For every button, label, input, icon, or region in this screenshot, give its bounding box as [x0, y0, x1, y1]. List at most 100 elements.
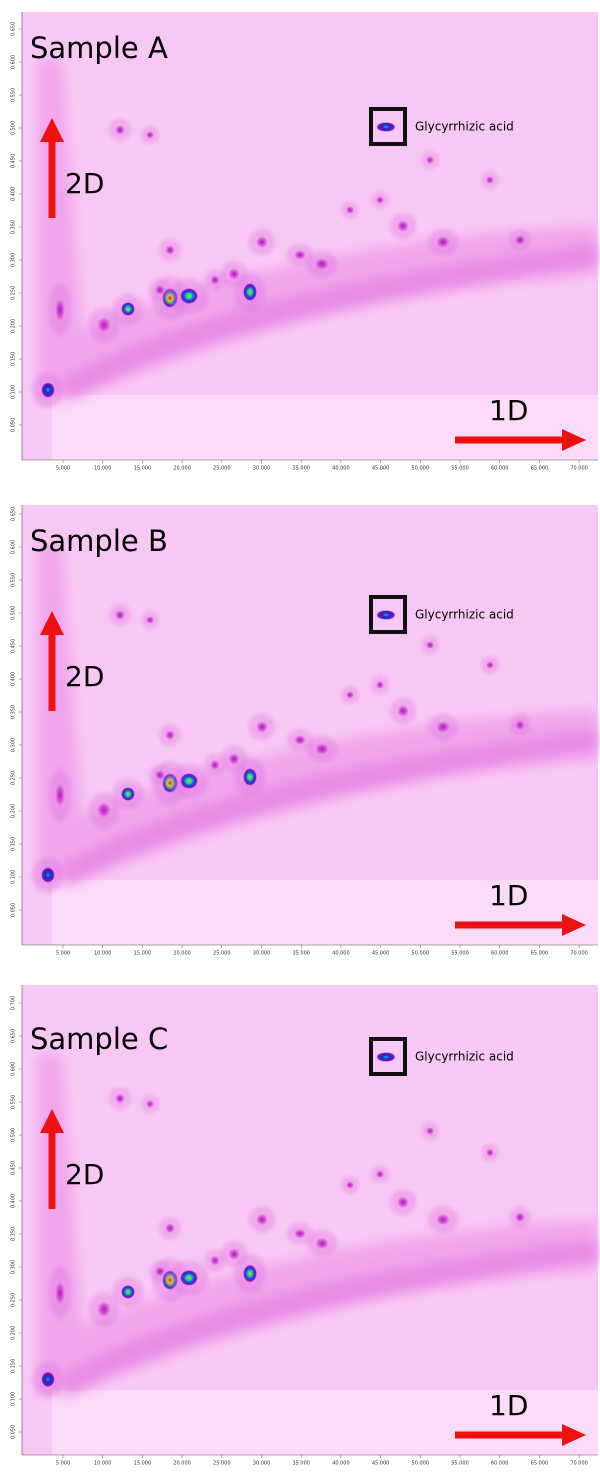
x-tick-label: 30.000	[253, 466, 271, 472]
y-tick-label: 0.500	[11, 121, 17, 135]
y-axis-label: 2D	[65, 167, 104, 200]
lower-strip	[52, 880, 598, 945]
peak	[436, 236, 450, 248]
x-tick-label: 65.000	[531, 1461, 549, 1467]
arrow-1d-head	[562, 429, 586, 451]
band-core	[62, 730, 598, 885]
peak	[97, 1301, 111, 1318]
peak	[165, 245, 175, 255]
peak	[210, 760, 220, 770]
y-tick-label: 0.100	[11, 870, 17, 884]
x-tick-label: 55.000	[451, 951, 469, 957]
x-tick-label: 15.000	[134, 466, 152, 472]
peak	[486, 176, 494, 184]
peak	[146, 616, 154, 624]
x-tick-label: 45.000	[372, 1461, 390, 1467]
y-tick-label: 0.400	[11, 672, 17, 686]
peak	[180, 288, 198, 304]
y-tick-label: 0.500	[11, 606, 17, 620]
y-tick-label: 0.150	[11, 1359, 17, 1373]
x-tick-label: 20.000	[173, 466, 191, 472]
peak	[41, 1371, 55, 1388]
x-tick-label: 50.000	[412, 466, 430, 472]
peak	[115, 610, 125, 620]
y-tick-label: 0.650	[11, 22, 17, 36]
y-tick-label: 0.250	[11, 1293, 17, 1307]
peak	[121, 787, 135, 801]
x-tick-label: 35.000	[292, 1461, 310, 1467]
x-tick-label: 5.000	[56, 951, 70, 957]
y-tick-label: 0.100	[11, 385, 17, 399]
y-tick-label: 0.050	[11, 1425, 17, 1439]
y-tick-label: 0.100	[11, 1392, 17, 1406]
elution-band	[37, 1055, 598, 1395]
x-tick-label: 15.000	[134, 951, 152, 957]
x-tick-label: 25.000	[213, 951, 231, 957]
panel: 0.050 0.100 0.150 0.200 0.250 0.300 0.350 0.400…	[11, 12, 598, 472]
target-peak	[376, 610, 396, 620]
x-tick-label: 40.000	[332, 951, 350, 957]
y-tick-label: 0.300	[11, 1260, 17, 1274]
highlight-box	[369, 595, 407, 634]
peak	[97, 317, 111, 333]
sample-title: Sample A	[30, 31, 168, 65]
peak	[315, 1237, 329, 1250]
y-tick-label: 0.300	[11, 253, 17, 267]
x-tick-label: 60.000	[491, 466, 509, 472]
peak	[155, 1266, 165, 1277]
peak	[180, 773, 198, 789]
panel: 0.050 0.100 0.150 0.200 0.250 0.300 0.350 0.400…	[11, 505, 598, 957]
peak	[426, 1127, 434, 1135]
y-tick-label: 0.050	[11, 903, 17, 917]
x-tick-label: 35.000	[292, 951, 310, 957]
x-tick-label: 5.000	[56, 466, 70, 472]
peak	[256, 1213, 268, 1226]
compound-annotation: Glycyrrhizic acid	[415, 608, 514, 622]
x-tick-label: 20.000	[173, 1461, 191, 1467]
panel: 0.050 0.100 0.150 0.200 0.250 0.300 0.350 0.400…	[11, 985, 598, 1467]
peak	[97, 802, 111, 818]
x-tick-label: 30.000	[253, 951, 271, 957]
arrow-1d-head	[562, 1424, 586, 1446]
peak	[426, 641, 434, 649]
y-tick-label: 0.450	[11, 154, 17, 168]
y-tick-label: 0.050	[11, 418, 17, 432]
x-tick-label: 10.000	[94, 466, 112, 472]
y-tick-label: 0.400	[11, 1194, 17, 1208]
y-tick-label: 0.550	[11, 88, 17, 102]
lower-strip	[52, 395, 598, 460]
x-tick-label: 70.000	[570, 466, 588, 472]
peak	[121, 302, 135, 316]
lower-strip	[52, 1390, 598, 1455]
peak	[256, 721, 268, 733]
x-tick-label: 55.000	[451, 466, 469, 472]
y-tick-label: 0.650	[11, 507, 17, 521]
x-axis-label: 1D	[489, 394, 528, 427]
y-tick-label: 0.500	[11, 1128, 17, 1142]
peak	[55, 783, 65, 807]
y-tick-label: 0.600	[11, 55, 17, 69]
y-tick-label: 0.550	[11, 1095, 17, 1109]
highlight-box	[369, 1037, 407, 1076]
y-tick-label: 0.400	[11, 187, 17, 201]
y-tick-label: 0.450	[11, 639, 17, 653]
band-core	[62, 1240, 598, 1395]
y-tick-label: 0.650	[11, 1029, 17, 1043]
peak	[210, 275, 220, 285]
peak	[486, 661, 494, 669]
compound-annotation: Glycyrrhizic acid	[415, 1050, 514, 1064]
x-tick-label: 35.000	[292, 466, 310, 472]
peak	[515, 1212, 525, 1223]
x-tick-label: 70.000	[570, 951, 588, 957]
y-tick-label: 0.200	[11, 319, 17, 333]
sample-title: Sample C	[30, 1022, 168, 1056]
arrow-2d-head	[40, 1109, 64, 1133]
peak	[165, 1223, 175, 1234]
peak	[397, 1196, 409, 1209]
x-tick-label: 20.000	[173, 951, 191, 957]
highlight-box	[369, 107, 407, 146]
peak	[515, 720, 525, 730]
peak	[294, 1228, 306, 1239]
peak	[165, 730, 175, 740]
